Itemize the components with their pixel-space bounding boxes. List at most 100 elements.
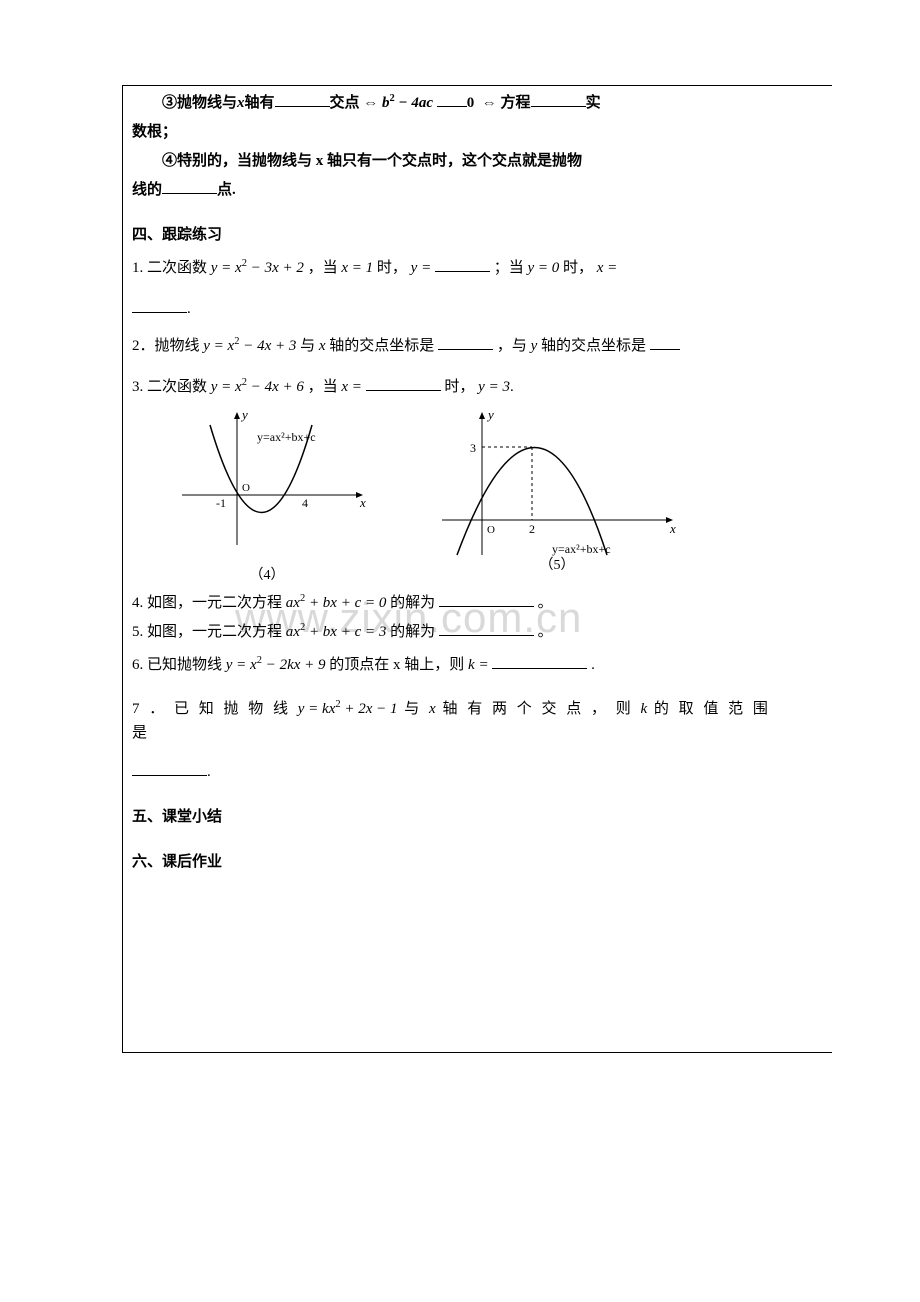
blank xyxy=(437,91,467,107)
eq: ax xyxy=(286,595,300,611)
blank xyxy=(366,375,441,391)
text: ；当 xyxy=(494,260,528,276)
text: 时， xyxy=(563,260,593,276)
text: 的解为 xyxy=(390,624,435,640)
origin-label: O xyxy=(487,524,495,536)
intro-line-4b: 线的 点. xyxy=(132,177,772,204)
text: 数根； xyxy=(132,124,177,140)
question-2: 2．抛物线 y = x2 − 4x + 3 与 x 轴的交点坐标是 ，与 y 轴… xyxy=(132,333,772,360)
text: ④特别的，当抛物线与 x 轴只有一个交点时，这个交点就是抛物 xyxy=(162,153,582,169)
eq: − 4x + 6 xyxy=(247,379,304,395)
text: 实 xyxy=(586,95,601,111)
eq: − 3x + 2 xyxy=(247,260,304,276)
eq: + 2x − 1 xyxy=(341,701,398,717)
origin-label: O xyxy=(242,482,250,494)
text: 与 xyxy=(300,338,319,354)
text: 5. 如图，一元二次方程 xyxy=(132,624,286,640)
text: 的解为 xyxy=(390,595,435,611)
text: 线的 xyxy=(132,182,162,198)
x-axis-label: x xyxy=(359,495,366,510)
disc-b: b xyxy=(382,95,390,111)
text: 。 xyxy=(538,595,553,611)
blank xyxy=(162,178,217,194)
chart-4-svg: -1 4 O x y y=ax²+bx+c xyxy=(162,405,372,555)
text: 与 xyxy=(404,701,429,717)
text: . xyxy=(510,379,514,395)
eq: y = xyxy=(411,260,432,276)
right-border xyxy=(782,85,832,1053)
text: 1. 二次函数 xyxy=(132,260,211,276)
var-x: x xyxy=(429,701,436,717)
question-7b: . xyxy=(132,759,772,786)
zero: 0 xyxy=(467,95,475,111)
eq: x = xyxy=(597,260,618,276)
eq: y = kx xyxy=(298,701,336,717)
blank xyxy=(492,653,587,669)
eq: y = x xyxy=(211,379,242,395)
text: 点. xyxy=(217,182,236,198)
blank xyxy=(275,91,330,107)
text: 轴 有 两 个 交 点 ， 则 xyxy=(442,701,640,717)
section-6-title: 六、课后作业 xyxy=(132,849,772,876)
text: 3. 二次函数 xyxy=(132,379,211,395)
text: 7 ． 已 知 抛 物 线 xyxy=(132,701,298,717)
var-x: x xyxy=(237,95,245,111)
iff: ⇔ xyxy=(482,95,497,111)
eq: y = x xyxy=(211,260,242,276)
x-left-label: -1 xyxy=(216,496,226,510)
section-4-title: 四、跟踪练习 xyxy=(132,222,772,249)
text: ，与 xyxy=(497,338,531,354)
x-right-label: 4 xyxy=(302,496,308,510)
eq: + bx + c = 0 xyxy=(305,595,386,611)
eq: y = x xyxy=(203,338,234,354)
var-x: x xyxy=(319,338,326,354)
text: 轴有 xyxy=(245,95,275,111)
eq: x = 1 xyxy=(341,260,373,276)
eq: y = x xyxy=(226,657,257,673)
intro-line-3b: 数根； xyxy=(132,119,772,146)
intro-line-4: ④特别的，当抛物线与 x 轴只有一个交点时，这个交点就是抛物 xyxy=(132,148,772,175)
iff: ⇔ xyxy=(363,95,378,111)
blank xyxy=(531,91,586,107)
question-6: 6. 已知抛物线 y = x2 − 2kx + 9 的顶点在 x 轴上，则 k … xyxy=(132,652,772,679)
x-val-label: 2 xyxy=(529,522,535,536)
text: 交点 xyxy=(330,95,360,111)
charts-row: -1 4 O x y y=ax²+bx+c （4） xyxy=(132,405,772,588)
eqn-label: y=ax²+bx+c xyxy=(257,430,316,444)
intro-line-3: ③抛物线与x轴有交点 ⇔ b2 − 4ac 0 ⇔ 方程实 xyxy=(132,90,772,117)
y-axis-label: y xyxy=(486,407,494,422)
text: . xyxy=(591,657,595,673)
text: . xyxy=(187,301,191,317)
section-5-title: 五、课堂小结 xyxy=(132,804,772,831)
chart-4: -1 4 O x y y=ax²+bx+c （4） xyxy=(162,405,372,588)
blank xyxy=(132,760,207,776)
text: 。 xyxy=(538,624,553,640)
y-axis-label: y xyxy=(240,407,248,422)
chart-5: 3 2 O x y y=ax²+bx+c （5） xyxy=(432,405,682,588)
chart-5-svg: 3 2 O x y y=ax²+bx+c xyxy=(432,405,682,565)
eq: + bx + c = 3 xyxy=(305,624,386,640)
question-1: 1. 二次函数 y = x2 − 3x + 2 ，当 x = 1 时， y = … xyxy=(132,255,772,282)
question-5: 5. 如图，一元二次方程 ax2 + bx + c = 3 的解为 。 xyxy=(132,619,772,646)
eq: y = 0 xyxy=(527,260,559,276)
blank xyxy=(435,256,490,272)
blank xyxy=(132,297,187,313)
blank xyxy=(439,591,534,607)
text: . xyxy=(207,764,211,780)
x-axis-label: x xyxy=(669,521,676,536)
question-4: 4. 如图，一元二次方程 ax2 + bx + c = 0 的解为 。 xyxy=(132,590,772,617)
eq: y = 3 xyxy=(478,379,510,395)
question-1b: . xyxy=(132,296,772,323)
text: ③抛物线与 xyxy=(162,95,237,111)
text: 时， xyxy=(444,379,474,395)
eq: ax xyxy=(286,624,300,640)
blank xyxy=(438,334,493,350)
eq: x = xyxy=(341,379,362,395)
chart-4-label: （4） xyxy=(162,563,372,588)
eq: − 4x + 3 xyxy=(239,338,296,354)
eq: k = xyxy=(468,657,489,673)
text: 方程 xyxy=(501,95,531,111)
text: 轴的交点坐标是 xyxy=(329,338,434,354)
blank xyxy=(439,620,534,636)
var-y: y xyxy=(531,338,538,354)
